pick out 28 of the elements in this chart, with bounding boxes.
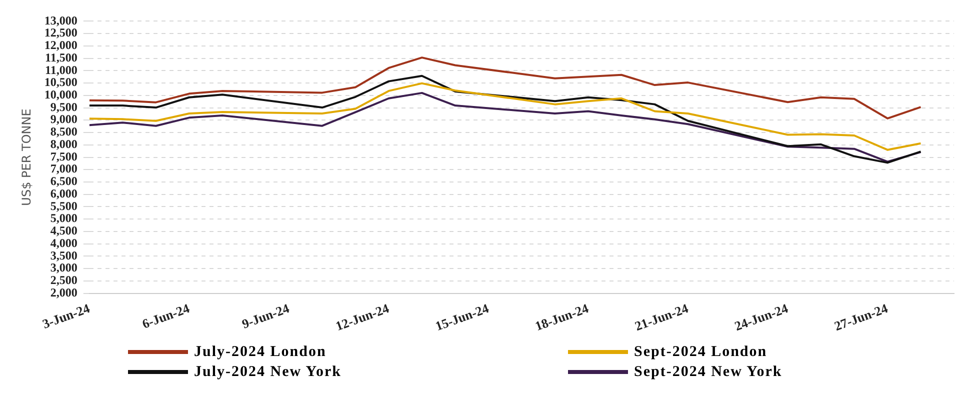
legend-label: July-2024 London [194,344,326,360]
y-tick-label: 9,500 [50,100,78,114]
legend-label: Sept-2024 London [634,344,768,360]
y-tick-label: 4,000 [50,236,78,250]
y-tick-label: 8,500 [50,124,78,139]
y-tick-label: 2,500 [50,273,78,288]
y-tick-label: 5,500 [50,198,78,213]
y-tick-label: 11,500 [45,50,78,64]
y-tick-label: 3,000 [50,260,78,275]
y-tick-label: 10,500 [44,75,78,90]
y-axis-title: US$ PER TONNE [19,108,34,206]
y-tick-label: 12,500 [44,26,78,40]
y-tick-label: 4,500 [50,224,78,238]
y-tick-label: 11,000 [45,62,78,77]
y-tick-label: 12,000 [44,38,78,52]
y-tick-label: 7,000 [50,162,78,176]
y-tick-label: 10,000 [44,88,78,102]
y-tick-label: 6,500 [50,174,78,188]
y-tick-label: 7,500 [50,149,78,164]
y-tick-label: 13,000 [44,13,78,28]
y-tick-label: 5,000 [50,211,78,226]
y-tick-label: 8,000 [50,136,78,151]
legend-label: July-2024 New York [194,364,342,380]
legend-label: Sept-2024 New York [634,364,782,380]
y-tick-label: 3,500 [50,248,78,262]
y-tick-label: 2,000 [50,285,78,300]
y-tick-label: 6,000 [50,186,78,200]
y-tick-label: 9,000 [50,112,78,126]
